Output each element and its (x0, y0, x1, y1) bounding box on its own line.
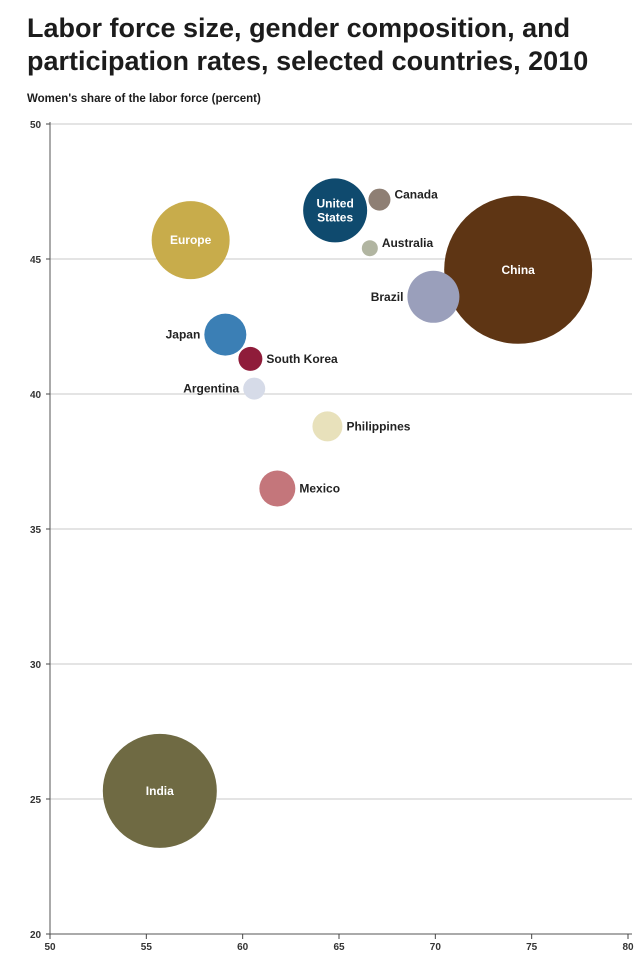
y-tick-label: 40 (30, 390, 42, 401)
bubbles (102, 178, 593, 848)
label-south-korea: South Korea (266, 352, 338, 366)
y-tick-label: 25 (30, 795, 42, 806)
label-philippines: Philippines (346, 419, 410, 433)
bubble-argentina (243, 377, 266, 400)
bubble-labels: China India Europe United States Brazil Japan M… (146, 188, 535, 798)
bubble-india (102, 733, 217, 848)
bubble-brazil (407, 270, 460, 323)
chart-title: Labor force size, gender composition, an… (27, 13, 589, 76)
x-tick-label: 70 (430, 942, 442, 953)
bubble-mexico (259, 470, 296, 507)
bubble-japan (204, 313, 247, 356)
bubble-united-states (303, 178, 368, 243)
y-tick-label: 45 (30, 255, 42, 266)
x-tick-label: 50 (44, 942, 56, 953)
x-tick-label: 60 (237, 942, 249, 953)
label-canada: Canada (394, 188, 438, 202)
bubble-australia (361, 240, 378, 257)
y-tick-label: 30 (30, 660, 42, 671)
label-japan: Japan (166, 328, 201, 342)
y-axis-label: Women's share of the labor force (percen… (27, 93, 261, 105)
label-mexico: Mexico (299, 482, 340, 496)
bubble-south-korea (238, 346, 263, 371)
label-argentina: Argentina (183, 382, 239, 396)
bubble-europe (151, 201, 230, 280)
x-tick-label: 75 (526, 942, 538, 953)
y-tick-label: 20 (30, 930, 42, 941)
x-tick-label: 80 (622, 942, 634, 953)
bubble-philippines (312, 411, 343, 442)
axes: 20 25 30 35 40 45 50 50 55 60 65 70 75 80 (30, 120, 634, 953)
x-tick-label: 55 (141, 942, 153, 953)
label-europe: Europe (170, 233, 212, 247)
bubble-canada (368, 188, 391, 211)
y-tick-label: 50 (30, 120, 42, 131)
label-australia: Australia (382, 236, 434, 250)
y-tick-label: 35 (30, 525, 42, 536)
label-brazil: Brazil (371, 290, 404, 304)
x-tick-label: 65 (333, 942, 345, 953)
bubble-china (444, 195, 593, 344)
label-united-states: United States (316, 196, 353, 224)
label-china: China (502, 263, 536, 277)
label-india: India (146, 784, 174, 798)
